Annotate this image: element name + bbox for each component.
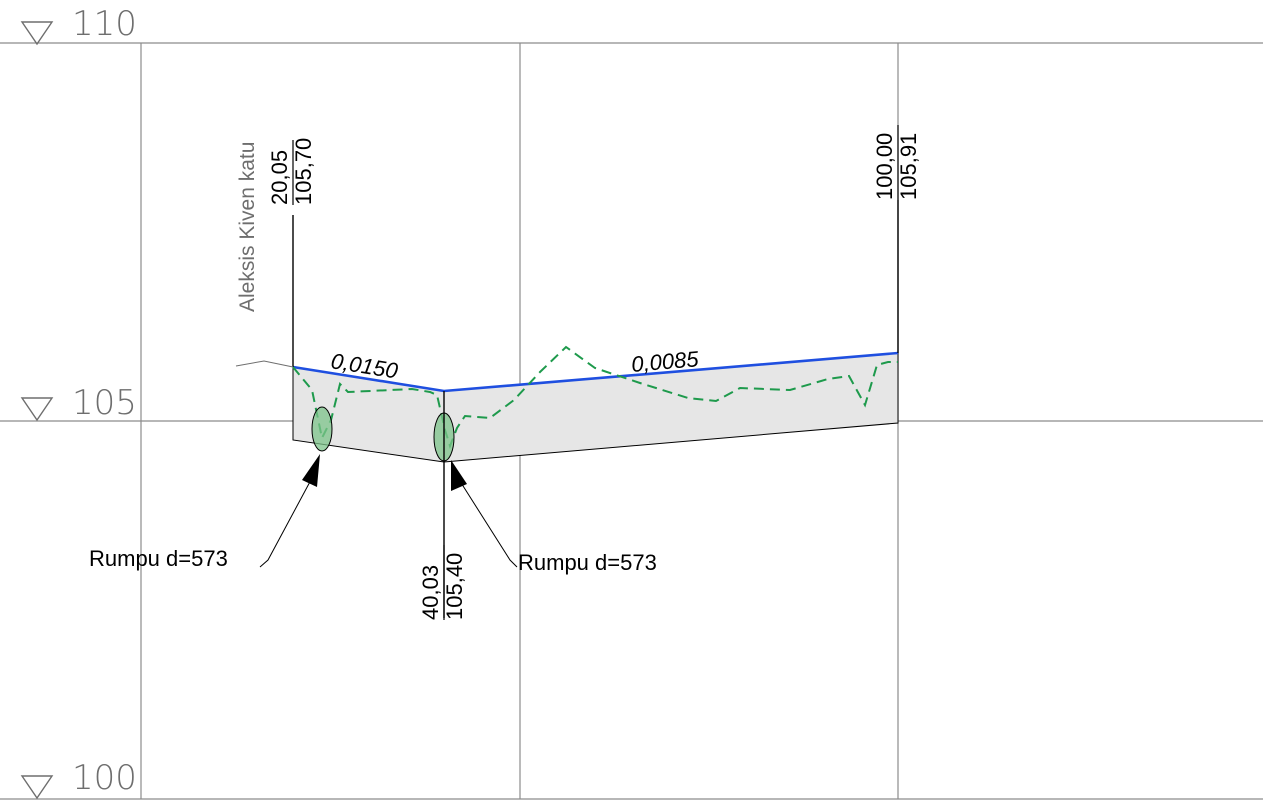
node-elevation-middle: 105,40 bbox=[442, 553, 467, 620]
street-name: Aleksis Kiven katu bbox=[236, 142, 259, 312]
level-label-110: 110 bbox=[72, 4, 137, 44]
node-station-start: 20,05 bbox=[267, 150, 292, 205]
callout-label-right: Rumpu d=573 bbox=[518, 550, 657, 575]
node-elevation-end: 105,91 bbox=[896, 133, 921, 200]
arrowhead-icon bbox=[451, 460, 467, 491]
node-station-middle: 40,03 bbox=[418, 565, 443, 620]
level-triangle-icon bbox=[20, 775, 54, 800]
ground-line bbox=[292, 345, 898, 450]
node-label-end: 100,00 105,91 bbox=[872, 133, 921, 200]
street-leader bbox=[235, 360, 294, 368]
level-label-100: 100 bbox=[72, 758, 137, 798]
level-label-105: 105 bbox=[72, 383, 137, 423]
callout-leader-left bbox=[259, 477, 313, 568]
callout-leader-right bbox=[457, 477, 518, 568]
level-triangle-icon bbox=[20, 21, 54, 46]
node-label-middle: 40,03 105,40 bbox=[418, 553, 467, 620]
level-marker-100: 100 bbox=[20, 758, 137, 800]
well-left bbox=[311, 406, 333, 452]
level-triangle-icon bbox=[20, 397, 54, 422]
level-marker-105: 105 bbox=[20, 383, 137, 423]
arrowhead-icon bbox=[302, 454, 320, 487]
node-elevation-start: 105,70 bbox=[291, 138, 316, 205]
node-station-end: 100,00 bbox=[872, 133, 897, 200]
slope-right: 0,0085 bbox=[630, 346, 700, 377]
level-marker-110: 110 bbox=[20, 4, 137, 46]
callout-label-left: Rumpu d=573 bbox=[89, 546, 228, 571]
node-label-start: 20,05 105,70 bbox=[267, 138, 316, 205]
